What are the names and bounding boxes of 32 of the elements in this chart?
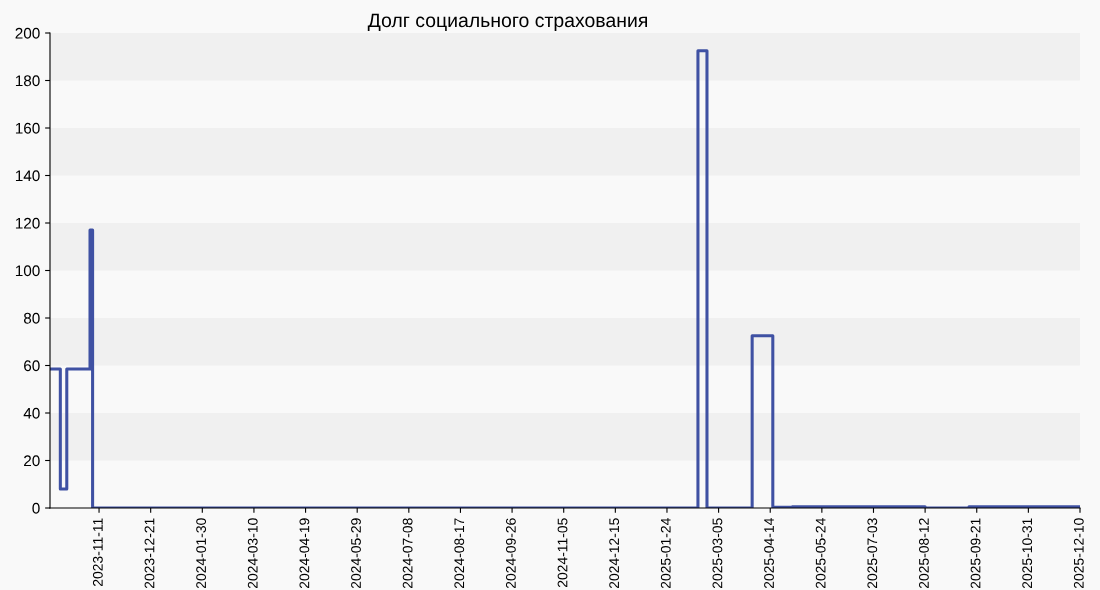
- x-tick-label: 2025-12-10: [1073, 518, 1084, 589]
- x-tick-label: 2023-11-11: [92, 518, 103, 587]
- x-tick-label: 2024-05-29: [351, 518, 361, 589]
- x-tick-label: 2025-10-31: [1022, 518, 1033, 589]
- x-tick-label: 2024-11-05: [557, 518, 568, 588]
- x-tick-label: 2025-05-24: [815, 518, 826, 589]
- x-tick-label: 2023-12-21: [144, 518, 155, 589]
- y-tick-label: 180: [15, 75, 40, 87]
- x-tick-label: 2024-09-26: [505, 518, 516, 589]
- y-tick-label: 60: [24, 360, 40, 372]
- x-tick-label: 2025-01-24: [660, 518, 671, 589]
- x-tick-label: 2024-01-30: [196, 518, 207, 589]
- y-tick-label: 100: [15, 265, 40, 277]
- chart-title: Долг социального страхования: [367, 13, 648, 32]
- x-tick-label: 2025-07-03: [867, 518, 878, 589]
- x-tick-label: 2024-07-08: [402, 518, 413, 589]
- x-tick-label: 2024-12-15: [609, 518, 620, 589]
- y-tick-label: 140: [15, 170, 40, 182]
- y-tick-label: 20: [24, 455, 40, 467]
- x-tick-label: 2025-09-21: [970, 518, 981, 589]
- x-tick-label: 2024-08-17: [454, 518, 465, 589]
- y-tick-label: 0: [32, 502, 40, 514]
- x-tick-label: 2024-03-10: [247, 518, 258, 589]
- x-tick-label: 2025-04-14: [764, 518, 774, 589]
- y-tick-label: 80: [23, 312, 40, 324]
- y-tick-label: 120: [15, 217, 40, 229]
- x-tick-label: 2025-08-12: [919, 518, 929, 589]
- x-tick-label: 2025-03-05: [712, 518, 723, 589]
- x-tick-label: 2024-04-19: [299, 518, 310, 589]
- y-tick-label: 200: [15, 27, 40, 39]
- y-tick-label: 40: [23, 407, 40, 419]
- y-tick-label: 160: [15, 122, 40, 134]
